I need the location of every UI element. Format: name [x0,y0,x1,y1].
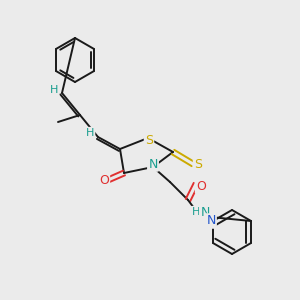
Text: H: H [86,128,94,138]
Text: O: O [196,179,206,193]
Text: N: N [206,214,216,227]
Text: N: N [148,158,158,170]
Text: H: H [50,85,58,95]
Text: S: S [194,158,202,170]
Text: O: O [99,173,109,187]
Text: H: H [192,207,200,217]
Text: N: N [200,206,210,220]
Text: S: S [145,134,153,146]
